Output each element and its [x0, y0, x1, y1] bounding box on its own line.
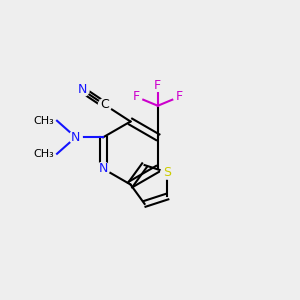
Text: C: C: [100, 98, 109, 112]
Circle shape: [76, 83, 89, 97]
Circle shape: [173, 91, 185, 103]
Text: CH₃: CH₃: [33, 149, 54, 159]
Text: CH₃: CH₃: [33, 116, 54, 126]
Text: F: F: [133, 90, 140, 103]
Circle shape: [98, 98, 112, 112]
Circle shape: [130, 91, 142, 103]
Circle shape: [161, 166, 174, 179]
Circle shape: [69, 130, 82, 144]
Circle shape: [97, 162, 110, 175]
Text: N: N: [98, 162, 108, 175]
Circle shape: [152, 79, 164, 91]
Text: N: N: [71, 131, 80, 144]
Text: N: N: [78, 83, 87, 97]
Text: F: F: [176, 90, 183, 103]
Text: S: S: [164, 166, 171, 179]
Text: F: F: [154, 79, 161, 92]
